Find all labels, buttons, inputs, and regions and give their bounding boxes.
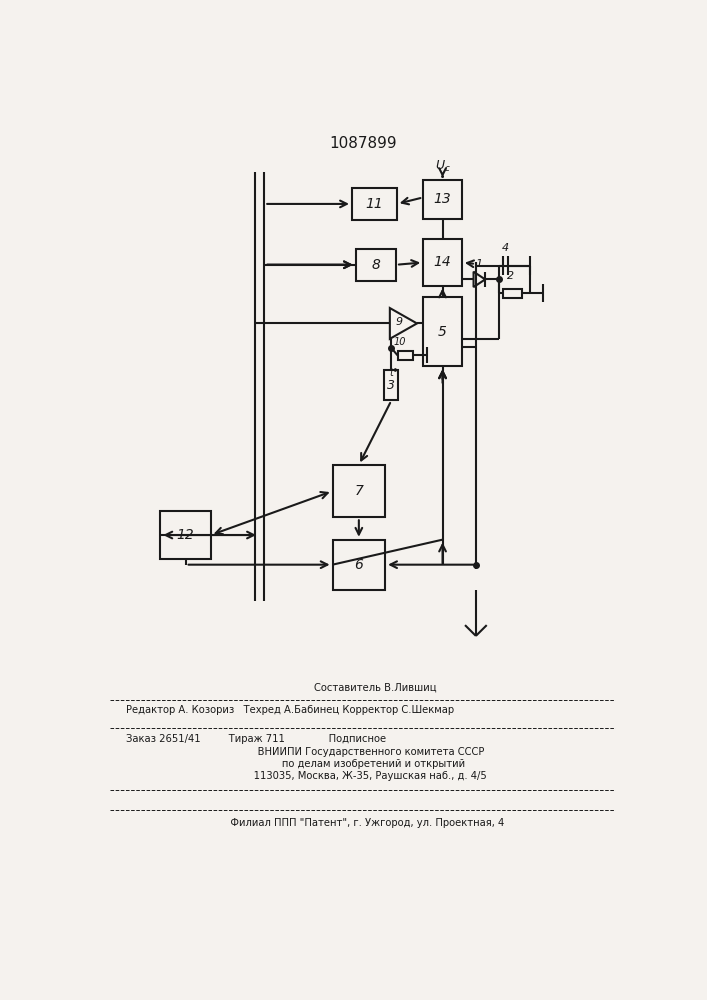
Bar (423, 297, 462, 366)
Bar (503, 289, 522, 298)
Text: 7: 7 (354, 484, 363, 498)
Text: 1: 1 (476, 259, 483, 269)
Bar (160, 511, 211, 559)
Bar (423, 180, 462, 219)
Text: ВНИИПИ Государственного комитета СССР: ВНИИПИ Государственного комитета СССР (242, 747, 484, 757)
Text: 9: 9 (396, 317, 403, 327)
Text: 8: 8 (371, 258, 380, 272)
Bar (356, 249, 396, 281)
Text: 6: 6 (354, 558, 363, 572)
Text: 13: 13 (433, 192, 452, 206)
Bar (423, 239, 462, 286)
Text: 10: 10 (394, 337, 407, 347)
Text: 12: 12 (177, 528, 194, 542)
Text: Филиал ППП "Патент", г. Ужгород, ул. Проектная, 4: Филиал ППП "Патент", г. Ужгород, ул. Про… (221, 818, 504, 828)
Text: 2: 2 (507, 271, 514, 281)
Text: 3: 3 (387, 379, 395, 392)
Text: Редактор А. Козориз   Техред А.Бабинец Корректор С.Шекмар: Редактор А. Козориз Техред А.Бабинец Кор… (126, 705, 454, 715)
Text: 5: 5 (438, 325, 447, 339)
Text: 4: 4 (502, 243, 509, 253)
Text: $U_c$: $U_c$ (435, 159, 450, 174)
Text: 14: 14 (433, 255, 452, 269)
Bar (352, 188, 397, 220)
Text: 1087899: 1087899 (329, 136, 397, 151)
Bar (385, 370, 398, 400)
Text: Составитель В.Лившиц: Составитель В.Лившиц (289, 682, 436, 692)
Text: 113035, Москва, Ж-35, Раушская наб., д. 4/5: 113035, Москва, Ж-35, Раушская наб., д. … (238, 771, 487, 781)
Text: $t°$: $t°$ (389, 366, 399, 378)
Bar (397, 351, 413, 360)
Text: по делам изобретений и открытий: по делам изобретений и открытий (260, 759, 465, 769)
Bar (332, 540, 385, 590)
Bar (332, 465, 385, 517)
Text: 11: 11 (366, 197, 383, 211)
Text: Заказ 2651/41         Тираж 711              Подписное: Заказ 2651/41 Тираж 711 Подписное (126, 734, 386, 744)
